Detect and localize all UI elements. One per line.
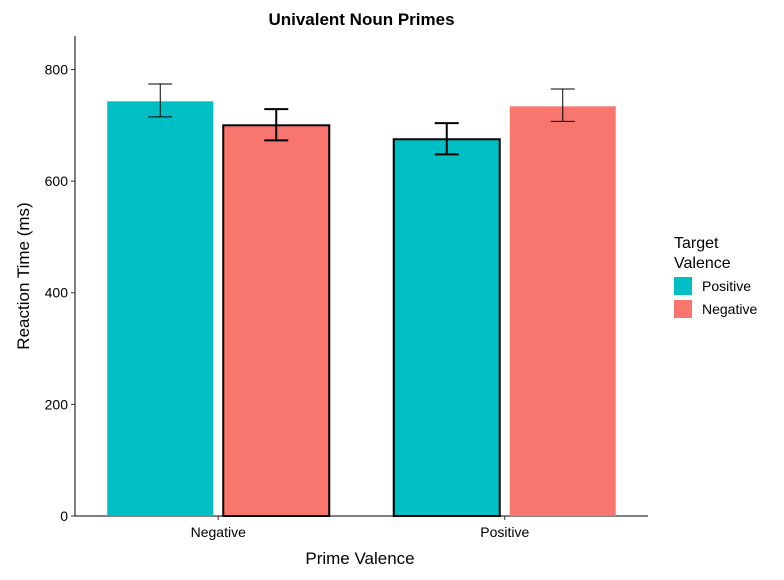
y-tick-label-400: 400 xyxy=(45,285,69,301)
y-tick-label-200: 200 xyxy=(45,396,69,412)
x-tick-label-positive: Positive xyxy=(480,524,529,540)
legend: Target Valence Positive Negative xyxy=(674,234,764,320)
bar-negative-negative xyxy=(222,124,331,517)
legend-swatch-positive xyxy=(674,276,692,295)
y-tick-label-800: 800 xyxy=(45,61,69,77)
legend-item-negative: Negative xyxy=(674,297,764,320)
bar-positive-positive xyxy=(392,138,501,517)
bar-positive-negative xyxy=(107,101,214,517)
x-tick-label-negative: Negative xyxy=(191,524,246,540)
legend-label-positive: Positive xyxy=(702,277,752,294)
chart-title: Univalent Noun Primes xyxy=(268,10,455,29)
legend-label-negative: Negative xyxy=(702,300,758,317)
y-tick-label-600: 600 xyxy=(45,173,69,189)
legend-title: Target Valence xyxy=(674,235,731,272)
x-axis-label: Prime Valence xyxy=(305,549,415,568)
y-tick-label-0: 0 xyxy=(60,508,68,524)
legend-swatch-negative xyxy=(674,299,692,318)
legend-item-positive: Positive xyxy=(674,274,764,297)
bar-negative-positive xyxy=(509,106,616,516)
y-axis-label: Reaction Time (ms) xyxy=(14,202,33,350)
